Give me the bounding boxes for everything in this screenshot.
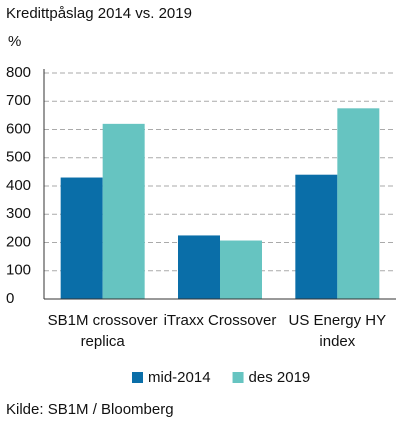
bar [337, 108, 380, 299]
bar [220, 240, 262, 299]
y-tick-label: 400 [6, 177, 31, 194]
y-tick-label: 700 [6, 92, 31, 109]
bar [178, 235, 220, 299]
legend-label: mid-2014 [148, 369, 211, 386]
bar [102, 123, 145, 299]
legend-label: des 2019 [249, 369, 311, 386]
chart-title: Kredittpåslag 2014 vs. 2019 [6, 5, 192, 22]
x-tick-label: US Energy HY index [288, 312, 387, 350]
bar [295, 174, 338, 299]
y-tick-label: 300 [6, 205, 31, 222]
legend-swatch [232, 372, 244, 383]
y-tick-label: 600 [6, 120, 31, 137]
legend-swatch [132, 372, 143, 383]
bar [60, 177, 103, 299]
x-tick-label: iTraxx Crossover [163, 312, 277, 329]
x-tick-label: SB1M crossover replica [47, 312, 158, 350]
y-tick-label: 100 [6, 262, 31, 279]
y-axis-label: % [8, 33, 21, 50]
y-tick-label: 500 [6, 149, 31, 166]
y-tick-label: 0 [6, 290, 14, 307]
y-tick-label: 200 [6, 233, 31, 250]
source: Kilde: SB1M / Bloomberg [6, 401, 174, 418]
y-tick-label: 800 [6, 64, 31, 81]
